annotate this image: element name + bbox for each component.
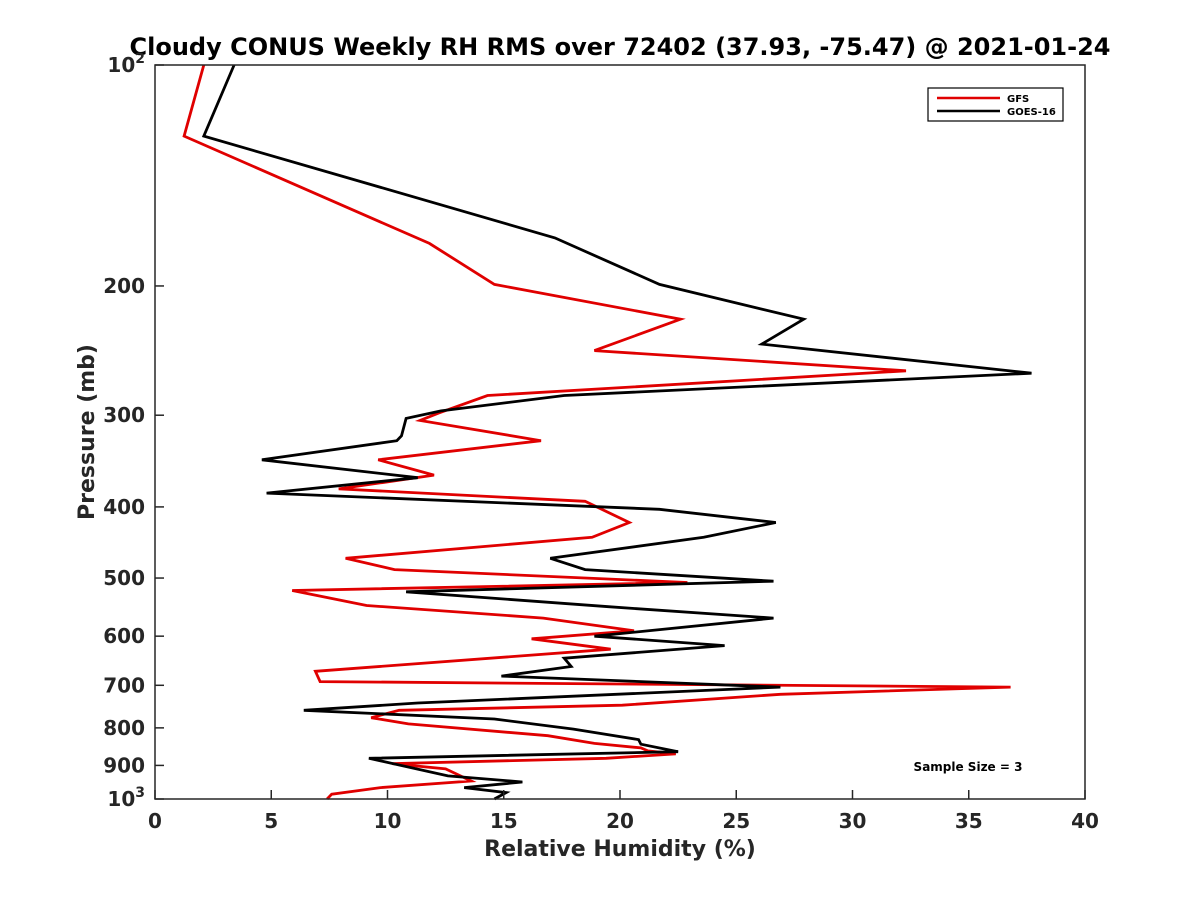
ticks-layer: 0 5 10 15 20 25 30 35 40 102 200 300 400 500 600 700 800… xyxy=(103,51,1099,833)
series-layer xyxy=(182,64,1032,801)
sample-size-annotation: Sample Size = 3 xyxy=(914,760,1023,774)
x-tick-label: 35 xyxy=(955,809,983,833)
y-tick-label: 102 xyxy=(107,51,145,77)
x-tick-label: 0 xyxy=(148,809,162,833)
y-axis-label: Pressure (mb) xyxy=(75,344,100,520)
legend-box xyxy=(927,87,1064,122)
y-tick-label: 600 xyxy=(103,624,145,648)
y-tick-label: 200 xyxy=(103,274,145,298)
x-tick-label: 20 xyxy=(606,809,634,833)
y-tick-label: 300 xyxy=(103,403,145,427)
x-tick-label: 40 xyxy=(1071,809,1099,833)
legend: GFS GOES-16 xyxy=(927,87,1064,122)
y-tick-label: 103 xyxy=(107,785,145,811)
y-tick-label: 500 xyxy=(103,566,145,590)
chart-title: Cloudy CONUS Weekly RH RMS over 72402 (3… xyxy=(130,33,1111,61)
y-tick-label: 900 xyxy=(103,753,145,777)
y-tick-label: 400 xyxy=(103,495,145,519)
series-line-goes-16 xyxy=(201,64,1032,801)
x-tick-label: 30 xyxy=(839,809,867,833)
x-tick-label: 15 xyxy=(490,809,518,833)
x-axis-label: Relative Humidity (%) xyxy=(484,837,756,862)
y-tick-label: 700 xyxy=(103,673,145,697)
y-tick-label: 800 xyxy=(103,716,145,740)
x-tick-label: 10 xyxy=(374,809,402,833)
legend-label: GOES-16 xyxy=(1007,107,1056,118)
x-tick-label: 25 xyxy=(722,809,750,833)
x-tick-label: 5 xyxy=(264,809,278,833)
legend-label: GFS xyxy=(1007,94,1029,105)
